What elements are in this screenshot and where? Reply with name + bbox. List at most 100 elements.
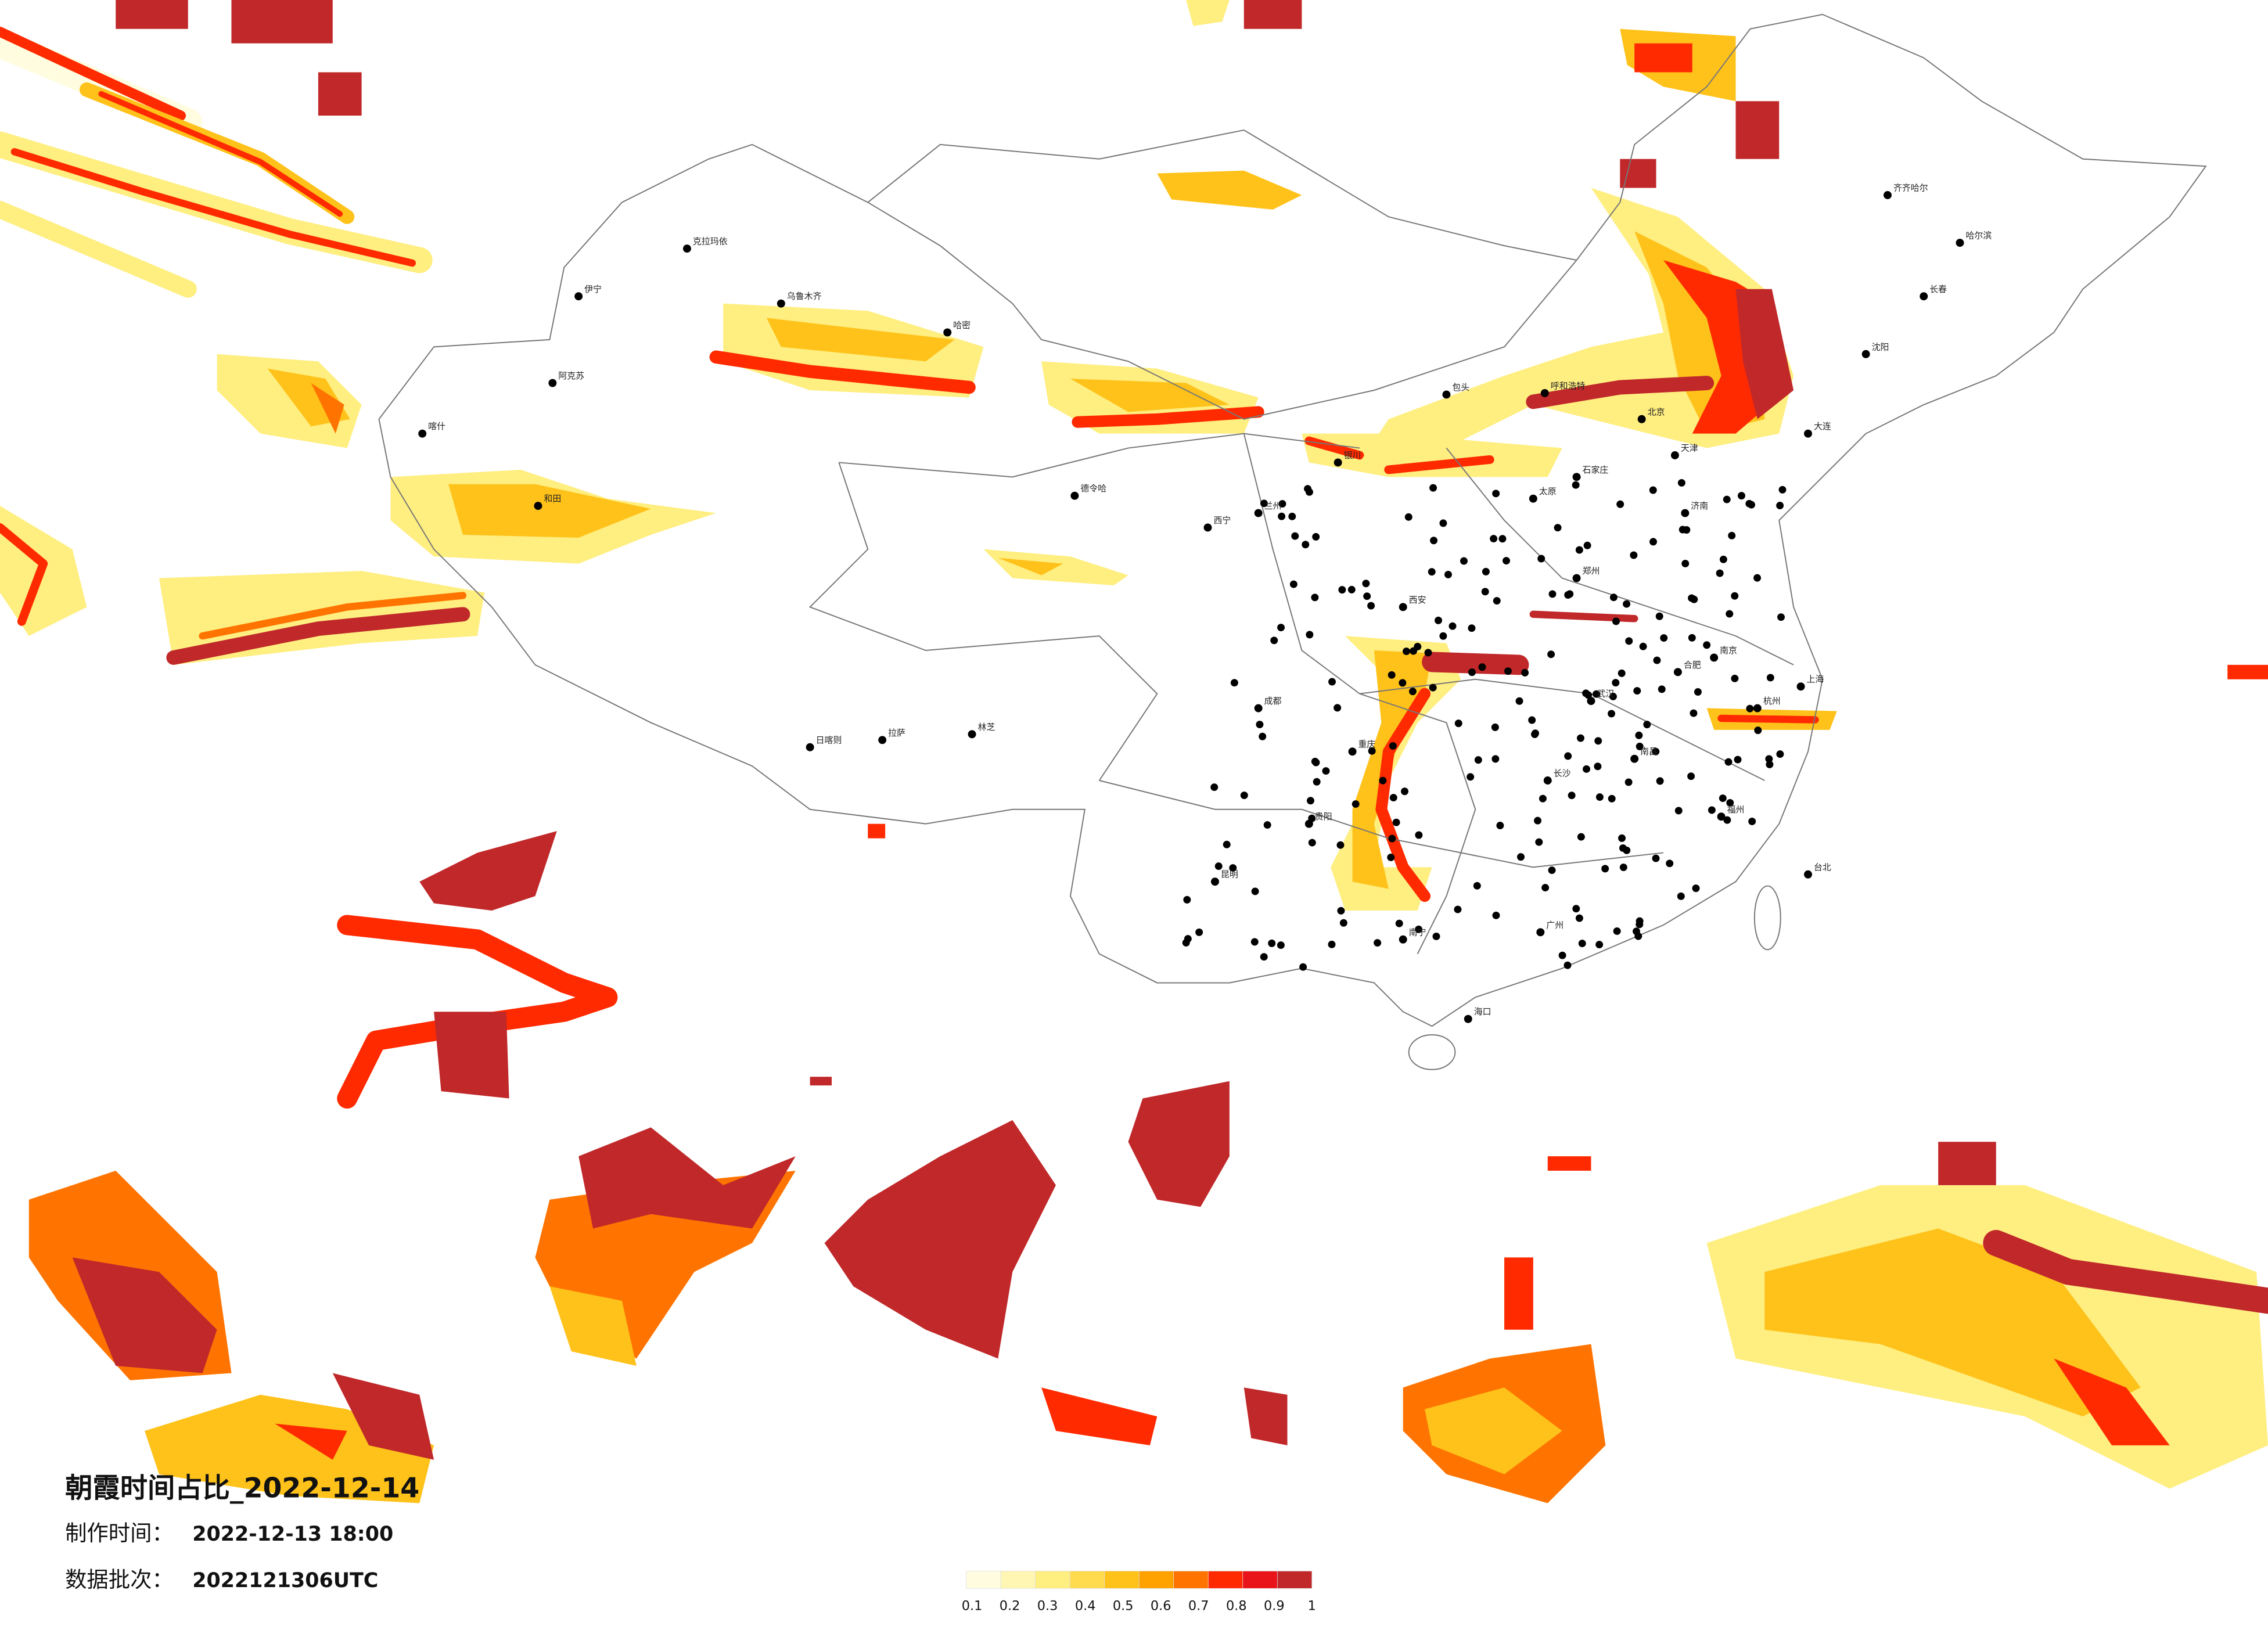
city-dot [1410, 647, 1418, 655]
city-dot [1435, 616, 1443, 624]
city-label: 呼和浩特 [1551, 381, 1586, 391]
city-dot [1399, 603, 1407, 611]
cloud-patch [868, 823, 886, 839]
city-dot [1328, 678, 1336, 686]
city-dot [1460, 557, 1468, 565]
city-label: 西宁 [1213, 515, 1231, 526]
border-layer [378, 13, 2207, 1070]
city-dot [1587, 697, 1595, 706]
legend-tick-label: 0.1 [962, 1599, 983, 1614]
city-dot [1408, 688, 1417, 696]
city-dot [1439, 519, 1447, 527]
city-label: 长春 [1929, 284, 1947, 294]
city-dot [777, 299, 785, 308]
legend-tick-label: 0.7 [1188, 1599, 1209, 1614]
city-dot [1563, 961, 1572, 969]
cloud-patch [72, 1257, 217, 1373]
city-dot [1608, 794, 1616, 803]
city-dot [1708, 806, 1716, 814]
cloud-patch [1070, 379, 1230, 412]
city-dot [1616, 500, 1624, 508]
city-label: 石家庄 [1583, 465, 1609, 475]
city-dot [1387, 853, 1395, 861]
cloud-streak [0, 523, 48, 626]
city-dot [1612, 617, 1620, 625]
city-dot [1564, 752, 1572, 760]
city-dot [1481, 588, 1489, 596]
city-dot [1677, 892, 1685, 900]
city-dot [1595, 793, 1604, 801]
city-dot [1639, 642, 1647, 650]
city-dot [1482, 567, 1490, 575]
city-dot [1403, 647, 1410, 656]
cloud-patch [1243, 1387, 1288, 1445]
cloud-streak [1072, 406, 1264, 428]
cloud-patch [1735, 289, 1794, 419]
city-dot [1633, 687, 1641, 695]
city-label: 贵阳 [1315, 811, 1332, 822]
cloud-patch [1302, 433, 1562, 477]
cloud-streak [1717, 714, 1819, 724]
city-label: 乌鲁木齐 [787, 291, 822, 301]
made-time: 2022-12-13 18:00 [192, 1523, 393, 1546]
cloud-streak [98, 91, 343, 217]
city-dot [1692, 884, 1700, 893]
cloud-patch [318, 72, 362, 116]
city-dot [1618, 669, 1626, 677]
city-dot [1468, 624, 1476, 632]
city-dot [1183, 895, 1191, 904]
city-label: 重庆 [1358, 739, 1376, 750]
city-dot [1726, 798, 1734, 807]
city-dot [1289, 580, 1297, 588]
city-dot [1302, 541, 1310, 549]
legend-swatch [1277, 1571, 1313, 1589]
city-label: 伊宁 [584, 284, 602, 294]
city-dot [1666, 859, 1674, 868]
hainan [1408, 1034, 1456, 1070]
city-label: 福州 [1727, 804, 1745, 815]
city-label: 拉萨 [888, 728, 905, 738]
city-dot [1753, 704, 1762, 713]
batch-label: 数据批次： [65, 1567, 174, 1592]
city-dot [1230, 679, 1238, 687]
city-dot [1572, 905, 1580, 913]
city-label: 南昌 [1640, 746, 1658, 757]
city-dot [1399, 935, 1407, 944]
city-dot [1776, 502, 1784, 509]
city-dot [943, 328, 952, 337]
city-label: 郑州 [1583, 566, 1600, 576]
cloud-streak [709, 350, 976, 394]
city-dot [1630, 551, 1638, 559]
cloud-streak [1422, 652, 1529, 675]
city-dot [1388, 671, 1396, 679]
cloud-patch [1547, 1156, 1591, 1171]
legend-tick-label: 0.6 [1151, 1599, 1171, 1614]
city-dot [1884, 191, 1892, 199]
city-dot [1593, 690, 1600, 698]
city-dot [1536, 928, 1545, 937]
city-label: 和田 [544, 494, 561, 504]
city-dot [1432, 932, 1440, 940]
cloud-patch [1425, 1387, 1562, 1474]
cloud-patch [448, 484, 651, 538]
city-dot [1804, 429, 1813, 438]
city-dot [1660, 634, 1668, 642]
legend: 0.1 0.2 0.3 0.4 0.5 0.6 0.7 0.8 0.9 1 [962, 1571, 1316, 1614]
city-dot [1558, 951, 1566, 959]
city-dot [1395, 919, 1403, 927]
cloud-streak [1983, 1230, 2268, 1314]
city-dot [1250, 938, 1259, 946]
city-dot [1777, 613, 1785, 621]
city-label: 武汉 [1597, 689, 1614, 699]
city-dot [1184, 935, 1192, 943]
city-dot [1766, 674, 1774, 682]
city-label: 沈阳 [1872, 341, 1889, 352]
city-label: 天津 [1681, 443, 1698, 454]
city-dot [1430, 537, 1438, 545]
cloud-streak [1526, 376, 1715, 409]
city-dot [1263, 821, 1271, 829]
city-dot [1575, 914, 1583, 922]
city-dot [1572, 473, 1581, 481]
city-dot [418, 429, 427, 438]
city-dot [1277, 624, 1285, 632]
